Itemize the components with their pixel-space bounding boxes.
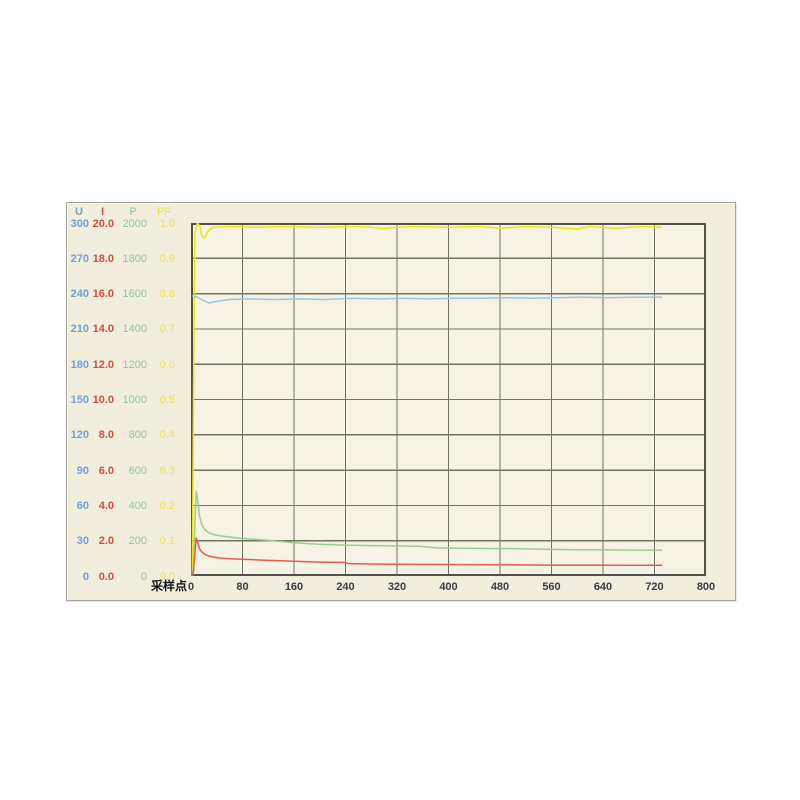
- y-axis-column-p: P 2000 1800 1600 1400 1200 1000 800 600 400 200 0: [119, 203, 147, 602]
- y-tick-label-u: 240: [70, 288, 89, 301]
- y-tick-label-pf: 0.6: [159, 358, 175, 371]
- x-tick-label: 240: [336, 581, 355, 593]
- u-series-line: [191, 295, 663, 304]
- y-tick-label-u: 90: [76, 464, 89, 477]
- y-tick-label-p: 1800: [122, 252, 147, 265]
- y-tick-label-i: 14.0: [92, 323, 114, 336]
- x-tick-label: 560: [542, 581, 561, 593]
- y-tick-label-pf: 0.0: [159, 570, 175, 583]
- y-tick-label-u: 0: [82, 570, 89, 583]
- trend-plot: [191, 223, 706, 576]
- y-tick-label-u: 270: [70, 252, 89, 265]
- y-tick-label-pf: 0.9: [159, 252, 175, 265]
- pf-series-line: [191, 223, 663, 576]
- y-axis-column-u: U 300 270 240 210 180 150 120 90 60 30 0: [69, 203, 89, 602]
- y-tick-label-pf: 0.4: [159, 429, 175, 442]
- y-axis-column-pf: PF 1.0 0.9 0.8 0.7 0.6 0.5 0.4 0.3 0.2 0.1 0.0: [153, 203, 175, 602]
- plot-border: [191, 223, 706, 576]
- y-tick-label-p: 2000: [122, 217, 147, 230]
- p-series-line: [191, 490, 663, 576]
- y-axis-column-i: I 20.0 18.0 16.0 14.0 12.0 10.0 8.0 6.0 4.0 2.0 0.0: [91, 203, 114, 602]
- y-tick-label-u: 180: [70, 358, 89, 371]
- x-tick-label: 720: [645, 581, 664, 593]
- y-tick-label-i: 20.0: [92, 217, 114, 230]
- x-tick-label: 480: [490, 581, 510, 593]
- x-tick-label: 160: [284, 581, 304, 593]
- x-tick-label: 800: [696, 581, 716, 593]
- y-tick-label-u: 30: [76, 535, 89, 548]
- x-tick-label: 400: [439, 581, 458, 593]
- y-tick-label-pf: 0.2: [159, 499, 175, 512]
- trend-chart-panel: U 300 270 240 210 180 150 120 90 60 30 0 I 20.0 18.0 16…: [66, 202, 736, 601]
- y-tick-label-pf: 0.5: [159, 394, 175, 406]
- y-tick-label-p: 1200: [122, 358, 147, 371]
- y-tick-label-i: 4.0: [98, 499, 114, 512]
- y-tick-label-i: 10.0: [92, 394, 114, 406]
- y-tick-label-u: 120: [70, 429, 89, 442]
- y-axis-header-p: P: [129, 206, 137, 218]
- y-axis-header-pf: PF: [156, 206, 172, 218]
- grid-lines: [191, 223, 706, 576]
- y-tick-label-p: 1600: [122, 288, 147, 301]
- y-tick-label-i: 8.0: [98, 429, 114, 442]
- y-tick-label-p: 400: [128, 499, 147, 512]
- y-tick-label-u: 210: [70, 323, 89, 336]
- x-tick-label: 0: [187, 581, 195, 593]
- y-tick-label-p: 1400: [122, 323, 147, 336]
- y-tick-label-p: 200: [128, 535, 147, 548]
- y-tick-label-i: 12.0: [92, 358, 114, 371]
- y-tick-label-i: 2.0: [98, 535, 114, 548]
- y-tick-label-p: 600: [128, 464, 147, 477]
- y-tick-label-pf: 1.0: [159, 217, 175, 230]
- y-tick-label-pf: 0.7: [159, 323, 175, 336]
- y-tick-label-pf: 0.3: [159, 464, 175, 477]
- x-tick-label: 320: [387, 581, 407, 593]
- y-tick-label-i: 6.0: [98, 464, 114, 477]
- y-tick-label-u: 300: [70, 217, 89, 230]
- x-axis-title: 采样点: [150, 579, 187, 593]
- y-tick-label-u: 150: [70, 394, 89, 406]
- x-tick-label: 80: [236, 581, 249, 593]
- y-tick-label-p: 1000: [122, 394, 147, 406]
- y-tick-label-i: 16.0: [92, 288, 114, 301]
- y-tick-label-u: 60: [76, 499, 89, 512]
- y-axis-header-i: I: [100, 206, 105, 218]
- y-tick-label-pf: 0.8: [159, 288, 175, 301]
- y-axis-header-u: U: [75, 206, 83, 218]
- x-tick-label: 640: [593, 581, 613, 593]
- y-tick-label-p: 0: [140, 570, 147, 583]
- i-series-line: [191, 537, 663, 576]
- y-tick-label-i: 0.0: [98, 570, 114, 583]
- y-tick-label-i: 18.0: [92, 252, 114, 265]
- y-tick-label-pf: 0.1: [159, 535, 175, 548]
- y-tick-label-p: 800: [128, 429, 147, 442]
